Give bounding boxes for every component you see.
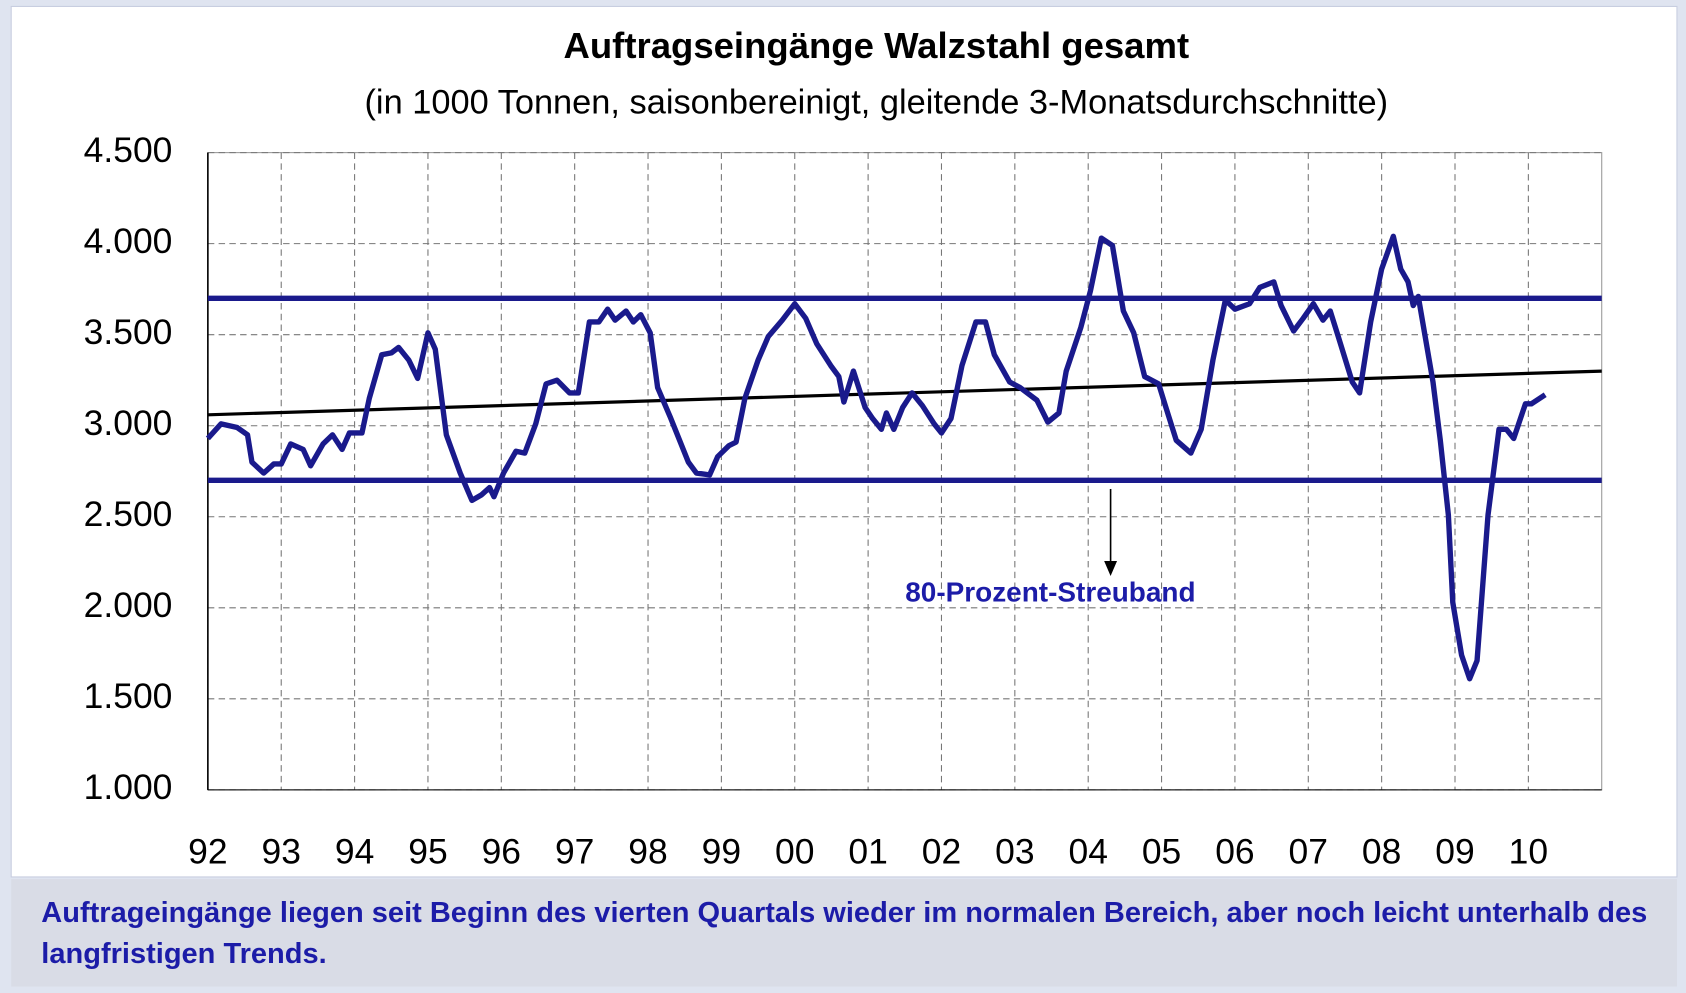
caption-wrap: Auftrageingänge liegen seit Beginn des v…	[41, 896, 1648, 970]
y-tick-label: 2.000	[84, 585, 173, 625]
x-tick-label: 07	[1289, 832, 1328, 872]
x-tick-label: 96	[482, 832, 521, 872]
x-tick-label: 94	[335, 832, 374, 872]
x-tick-label: 04	[1068, 832, 1107, 872]
y-tick-label: 4.500	[84, 130, 173, 170]
x-tick-label: 02	[922, 832, 961, 872]
y-tick-label: 3.000	[84, 403, 173, 443]
x-tick-label: 09	[1435, 832, 1474, 872]
caption: Auftrageingänge liegen seit Beginn des v…	[41, 896, 1648, 970]
x-tick-label: 03	[995, 832, 1034, 872]
y-tick-label: 4.000	[84, 221, 173, 261]
y-tick-label: 1.000	[84, 767, 173, 807]
caption-box	[11, 879, 1677, 987]
x-tick-label: 93	[262, 832, 301, 872]
y-tick-label: 2.500	[84, 494, 173, 534]
x-tick-label: 08	[1362, 832, 1401, 872]
chart-area	[10, 5, 1678, 878]
x-tick-label: 97	[555, 832, 594, 872]
x-tick-label: 95	[408, 832, 447, 872]
y-tick-label: 3.500	[84, 312, 173, 352]
x-tick-label: 98	[628, 832, 667, 872]
y-tick-label: 1.500	[84, 676, 173, 716]
chart-subtitle: (in 1000 Tonnen, saisonbereinigt, gleite…	[364, 83, 1388, 121]
x-tick-label: 92	[188, 832, 227, 872]
x-tick-label: 10	[1509, 832, 1548, 872]
annotation: 80-Prozent-Streuband	[905, 577, 1195, 608]
x-tick-label: 05	[1142, 832, 1181, 872]
chart-title: Auftragseingänge Walzstahl gesamt	[564, 25, 1190, 66]
x-tick-label: 01	[848, 832, 887, 872]
series-line	[205, 233, 1547, 682]
x-tick-label: 00	[775, 832, 814, 872]
x-tick-label: 99	[702, 832, 741, 872]
x-tick-label: 06	[1215, 832, 1254, 872]
annotation-arrowhead	[1104, 560, 1118, 577]
